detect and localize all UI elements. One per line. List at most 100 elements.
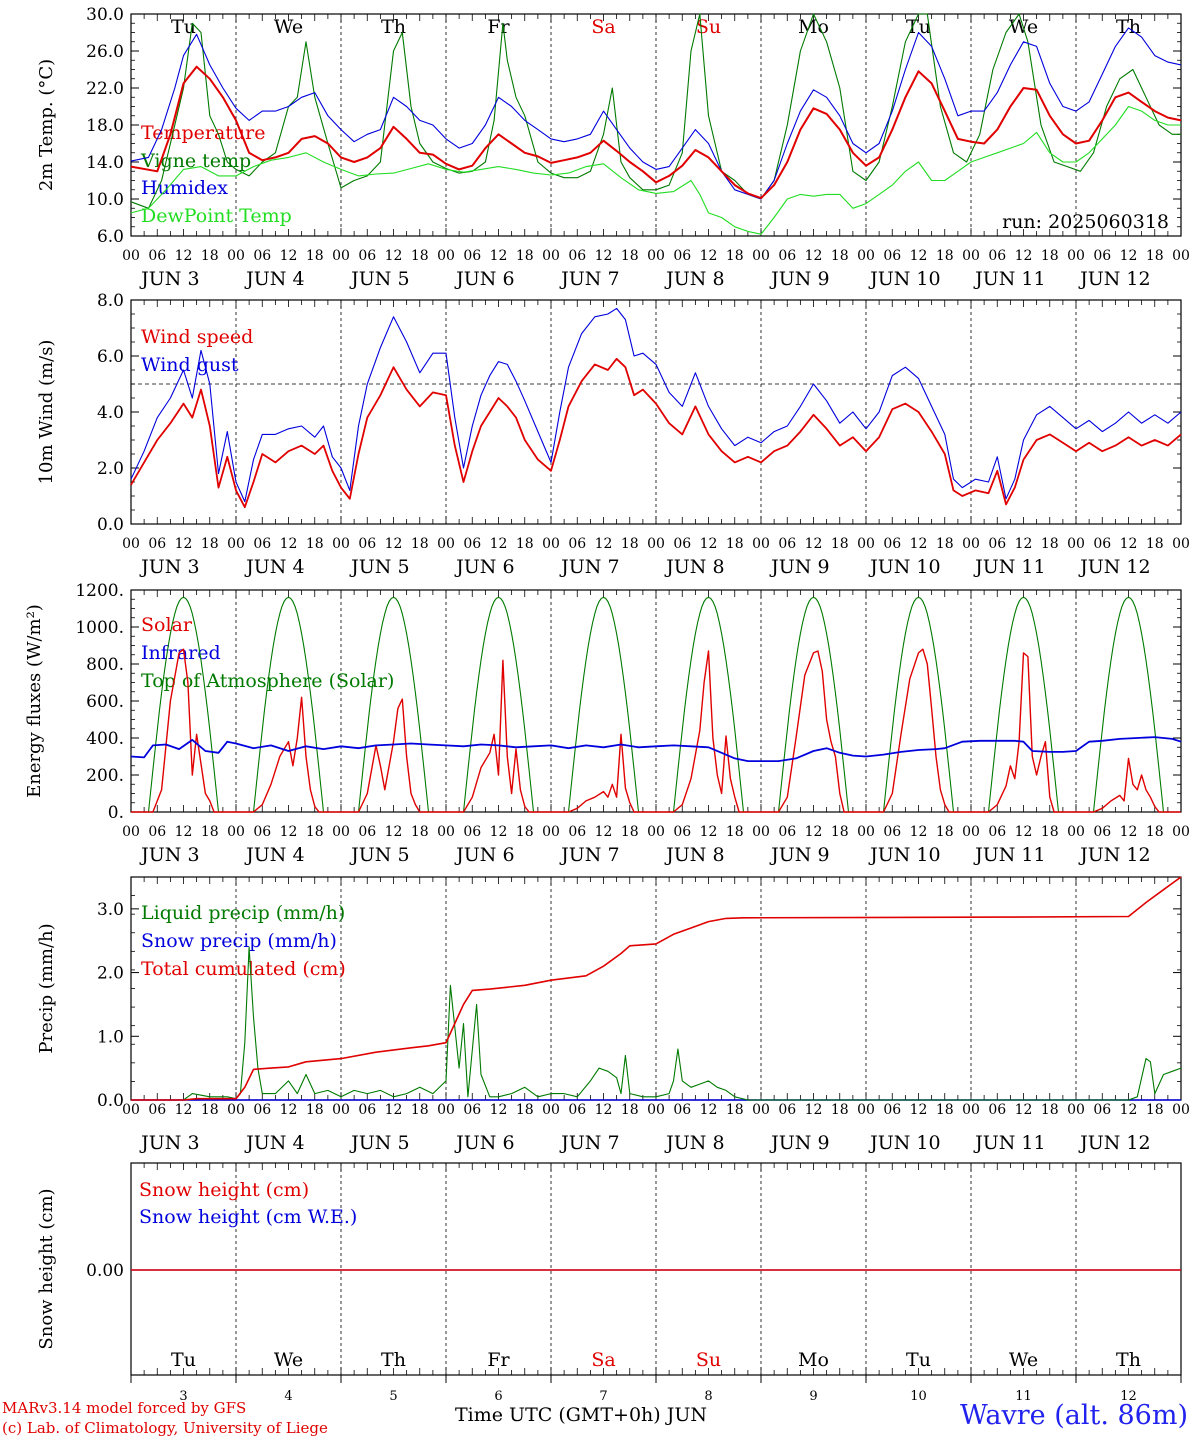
hour-tick-label: 18 bbox=[621, 536, 639, 552]
weekday-label: Su bbox=[696, 16, 721, 38]
date-label: JUN 12 bbox=[1078, 556, 1150, 578]
hour-tick-label: 18 bbox=[1041, 1102, 1059, 1118]
date-label: JUN 11 bbox=[973, 556, 1045, 578]
hour-tick-label: 00 bbox=[1172, 536, 1190, 552]
hour-tick-label: 00 bbox=[857, 824, 875, 840]
hour-tick-label: 18 bbox=[516, 536, 534, 552]
hour-tick-label: 12 bbox=[490, 248, 508, 264]
x-axis-month: JUN bbox=[666, 1404, 708, 1426]
y-tick-label: 200. bbox=[86, 766, 124, 786]
hour-tick-label: 18 bbox=[621, 248, 639, 264]
hour-tick-label: 00 bbox=[437, 248, 455, 264]
weekday-label: Mo bbox=[798, 16, 829, 38]
y-tick-label: 6.0 bbox=[97, 227, 124, 247]
date-label: JUN 5 bbox=[349, 844, 409, 866]
hour-tick-label: 00 bbox=[647, 536, 665, 552]
hour-tick-label: 18 bbox=[831, 248, 849, 264]
hour-tick-label: 06 bbox=[988, 1102, 1006, 1118]
weekday-label: Tu bbox=[906, 1349, 931, 1371]
hour-tick-label: 12 bbox=[490, 536, 508, 552]
hour-tick-label: 00 bbox=[227, 536, 245, 552]
hour-tick-label: 18 bbox=[831, 824, 849, 840]
hour-tick-label: 06 bbox=[778, 824, 796, 840]
y-tick-label: 1.0 bbox=[97, 1027, 124, 1047]
series-wind-gust bbox=[130, 307, 1182, 503]
hour-tick-label: 12 bbox=[805, 248, 823, 264]
lab-credit: (c) Lab. of Climatology, University of L… bbox=[2, 1419, 328, 1437]
hour-tick-label: 18 bbox=[621, 1102, 639, 1118]
y-tick-label: 6.0 bbox=[97, 347, 124, 367]
hour-tick-label: 18 bbox=[726, 1102, 744, 1118]
hour-tick-label: 00 bbox=[752, 248, 770, 264]
weekday-label: Tu bbox=[171, 1349, 196, 1371]
hour-tick-label: 06 bbox=[148, 248, 166, 264]
hour-tick-label: 06 bbox=[883, 824, 901, 840]
hour-tick-label: 12 bbox=[595, 536, 613, 552]
panel-1 bbox=[130, 13, 1182, 237]
y-tick-label: 10.0 bbox=[86, 190, 124, 210]
hour-tick-label: 00 bbox=[122, 824, 140, 840]
weekday-label: Tu bbox=[906, 16, 931, 38]
y-axis-label: Energy fluxes (W/m²) bbox=[24, 604, 45, 798]
series-infrared bbox=[130, 736, 1182, 762]
date-label: JUN 4 bbox=[244, 556, 304, 578]
hour-tick-label: 06 bbox=[1093, 1102, 1111, 1118]
date-label: JUN 10 bbox=[868, 1132, 940, 1154]
y-axis-label: Precip (mm/h) bbox=[36, 923, 57, 1053]
date-label: JUN 9 bbox=[769, 268, 829, 290]
hour-tick-label: 18 bbox=[201, 536, 219, 552]
y-tick-label: 600. bbox=[86, 692, 124, 712]
legend-liquid-precip-mm-h-: Liquid precip (mm/h) bbox=[141, 902, 345, 924]
hour-tick-label: 18 bbox=[726, 248, 744, 264]
hour-tick-label: 06 bbox=[883, 536, 901, 552]
hour-tick-label: 18 bbox=[1041, 824, 1059, 840]
y-tick-label: 4.0 bbox=[97, 403, 124, 423]
hour-tick-label: 00 bbox=[647, 248, 665, 264]
series-wind-speed bbox=[130, 357, 1182, 509]
hour-tick-label: 12 bbox=[910, 248, 928, 264]
y-tick-label: 2.0 bbox=[97, 964, 124, 984]
panel-5 bbox=[130, 1162, 1182, 1383]
legend-dewpoint-temp: DewPoint Temp bbox=[141, 205, 292, 227]
hour-tick-label: 00 bbox=[1067, 248, 1085, 264]
weekday-label: We bbox=[274, 16, 303, 38]
hour-tick-label: 18 bbox=[621, 824, 639, 840]
hour-tick-label: 00 bbox=[227, 248, 245, 264]
hour-tick-label: 12 bbox=[700, 824, 718, 840]
run-annotation: run: 2025060318 bbox=[1002, 211, 1169, 233]
hour-tick-label: 06 bbox=[988, 248, 1006, 264]
hour-tick-label: 00 bbox=[332, 248, 350, 264]
hour-tick-label: 06 bbox=[778, 1102, 796, 1118]
y-tick-label: 1200. bbox=[75, 581, 124, 601]
series-vigne-temp bbox=[130, 13, 1181, 209]
date-label: JUN 6 bbox=[454, 556, 514, 578]
date-label: JUN 3 bbox=[139, 268, 199, 290]
panel-3 bbox=[130, 589, 1182, 813]
hour-tick-label: 18 bbox=[1146, 536, 1164, 552]
hour-tick-label: 12 bbox=[805, 1102, 823, 1118]
hour-tick-label: 12 bbox=[280, 248, 298, 264]
hour-tick-label: 18 bbox=[1146, 248, 1164, 264]
hour-tick-label: 12 bbox=[910, 824, 928, 840]
date-label: JUN 9 bbox=[769, 556, 829, 578]
panel-frame bbox=[130, 299, 1182, 525]
hour-tick-label: 12 bbox=[280, 824, 298, 840]
weekday-label: Th bbox=[381, 1349, 406, 1371]
hour-tick-label: 06 bbox=[673, 248, 691, 264]
station-name: Wavre (alt. 86m) bbox=[960, 1400, 1188, 1431]
hour-tick-label: 12 bbox=[1120, 536, 1138, 552]
date-label: JUN 12 bbox=[1078, 268, 1150, 290]
hour-tick-label: 18 bbox=[726, 536, 744, 552]
hour-tick-label: 18 bbox=[306, 248, 324, 264]
hour-tick-label: 12 bbox=[280, 536, 298, 552]
hour-tick-label: 00 bbox=[542, 536, 560, 552]
model-credit: MARv3.14 model forced by GFS bbox=[2, 1399, 247, 1417]
hour-tick-label: 06 bbox=[568, 536, 586, 552]
hour-tick-label: 00 bbox=[437, 536, 455, 552]
hour-tick-label: 12 bbox=[1120, 1102, 1138, 1118]
y-axis-label: Snow height (cm) bbox=[36, 1188, 57, 1349]
series-dewpoint-temp bbox=[130, 105, 1181, 235]
weekday-label: We bbox=[1009, 1349, 1038, 1371]
day-number-label: 9 bbox=[809, 1389, 817, 1404]
